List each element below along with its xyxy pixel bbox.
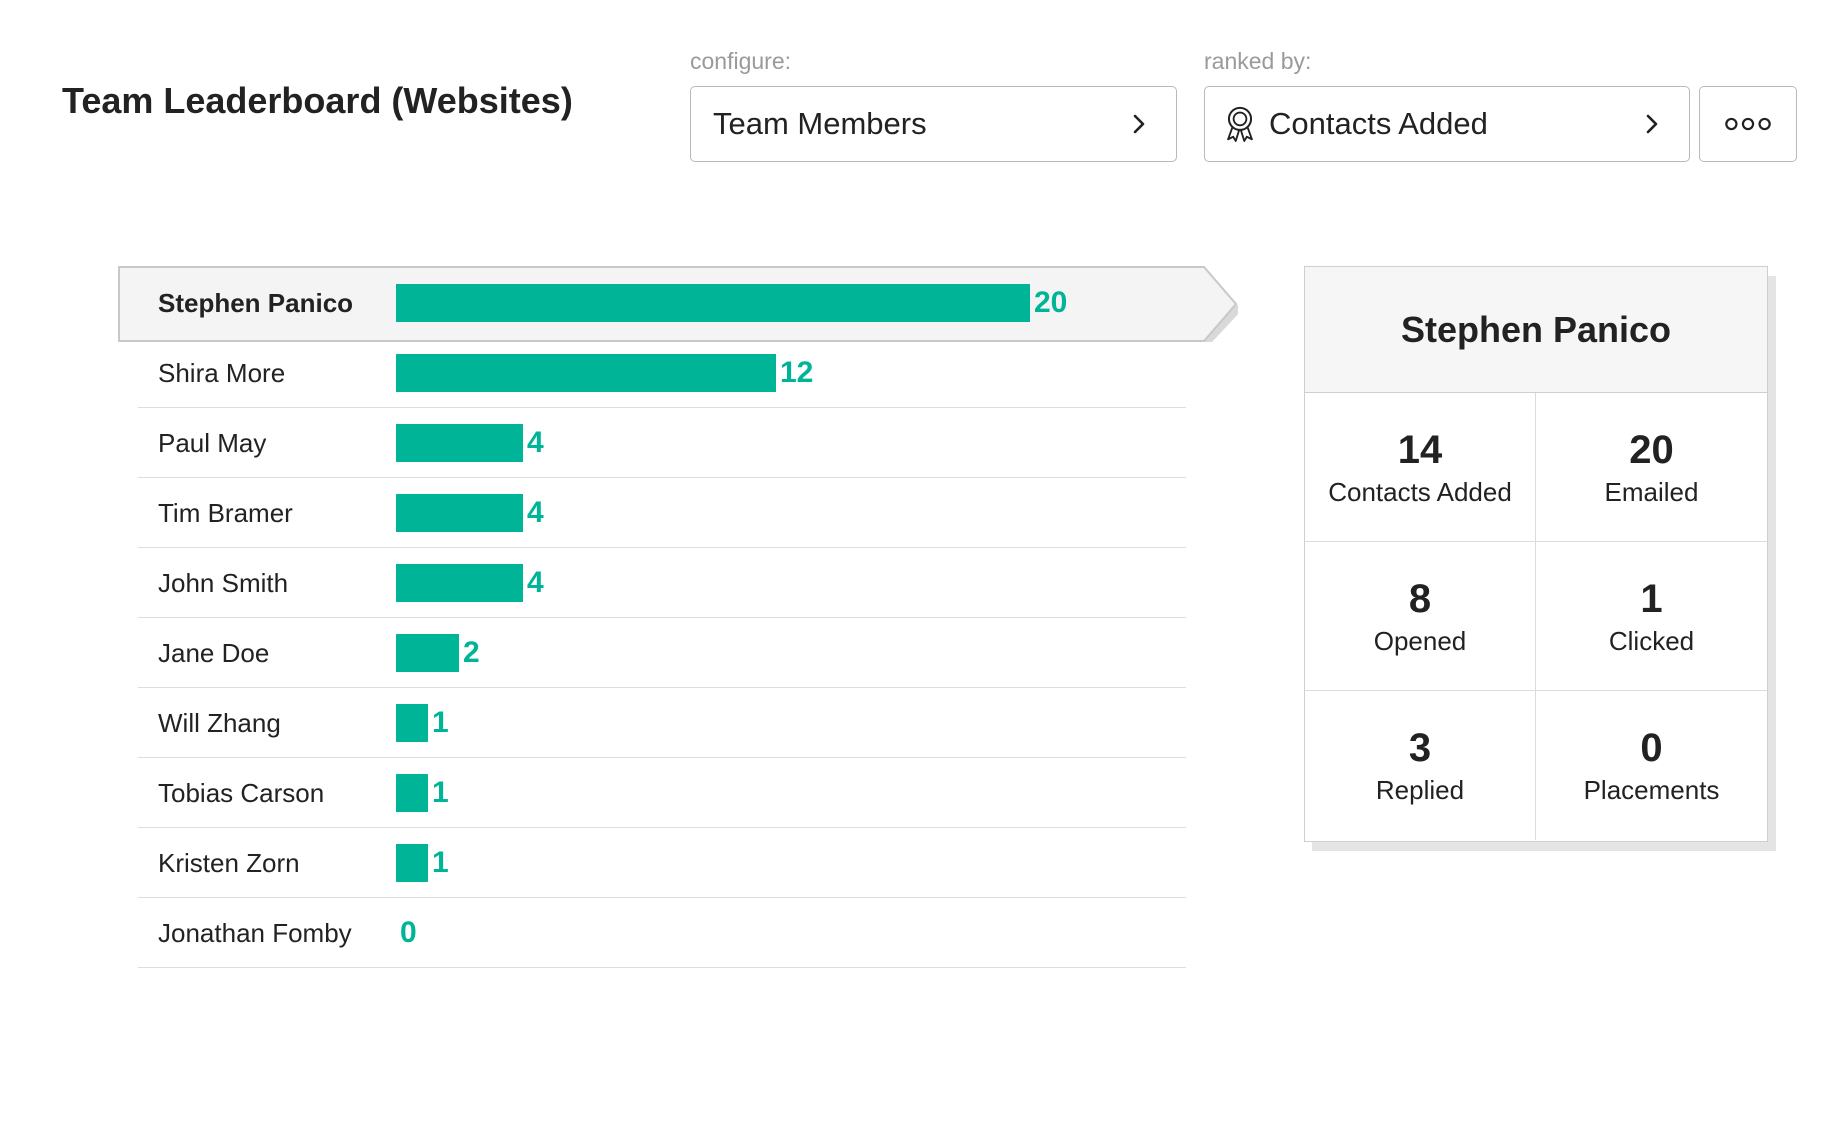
member-name: Tobias Carson — [158, 778, 325, 808]
member-name: Will Zhang — [158, 708, 281, 738]
stat-value: 0 — [1640, 726, 1663, 770]
score-bar — [396, 774, 428, 812]
leaderboard-row[interactable]: Stephen Panico 20 — [138, 268, 1186, 338]
score-value: 4 — [527, 566, 544, 599]
member-detail-card: Stephen Panico 14 Contacts Added 20 Emailed… — [1304, 266, 1768, 842]
score-bar — [396, 284, 1030, 322]
member-name: Jonathan Fomby — [158, 918, 352, 948]
ranked-by-label: ranked by: — [1204, 48, 1312, 74]
leaderboard-row[interactable]: Jonathan Fomby 0 — [138, 898, 1186, 968]
stat-value: 20 — [1629, 427, 1674, 472]
score-bar — [396, 424, 523, 462]
stat-label: Replied — [1375, 775, 1465, 805]
chevron-right-icon — [1133, 114, 1145, 134]
stat-cell: 0 Placements — [1536, 691, 1767, 840]
stat-label: Opened — [1373, 625, 1467, 656]
member-name: Kristen Zorn — [158, 848, 300, 878]
page-title: Team Leaderboard (Websites) — [62, 80, 573, 121]
member-name: Jane Doe — [158, 638, 270, 668]
score-value: 1 — [432, 776, 449, 809]
stat-cell: 8 Opened — [1305, 542, 1536, 691]
member-name: Stephen Panico — [158, 288, 354, 318]
leaderboard-row[interactable]: Shira More 12 — [138, 338, 1186, 408]
chevron-right-icon — [1646, 114, 1658, 134]
configure-label: configure: — [690, 48, 792, 74]
leaderboard-row[interactable]: Tobias Carson 1 — [138, 758, 1186, 828]
member-name: Shira More — [158, 358, 286, 388]
stat-cell: 20 Emailed — [1536, 393, 1767, 542]
stat-cell: 14 Contacts Added — [1305, 393, 1536, 542]
score-bar — [396, 844, 428, 882]
score-value: 1 — [432, 846, 449, 879]
member-name: John Smith — [158, 568, 289, 598]
more-dots-icon — [1725, 117, 1771, 131]
stat-cell: 1 Clicked — [1536, 542, 1767, 691]
leaderboard-row[interactable]: John Smith 4 — [138, 548, 1186, 618]
score-bar — [396, 704, 428, 742]
detail-stats-grid: 14 Contacts Added 20 Emailed 8 Opened 1 Clicked… — [1305, 393, 1767, 840]
leaderboard-row[interactable]: Jane Doe 2 — [138, 618, 1186, 688]
score-value: 0 — [400, 916, 417, 949]
ranked-by-selector[interactable]: Contacts Added — [1204, 86, 1690, 162]
score-bar — [396, 564, 523, 602]
stat-value: 14 — [1397, 427, 1443, 472]
score-bar — [396, 634, 459, 672]
configure-selector[interactable]: Team Members — [690, 86, 1177, 162]
score-value: 2 — [463, 636, 480, 669]
stat-cell: 3 Replied — [1305, 691, 1536, 840]
member-name: Tim Bramer — [158, 498, 293, 528]
stat-value: 8 — [1408, 576, 1432, 621]
leaderboard-row[interactable]: Paul May 4 — [138, 408, 1186, 478]
leaderboard-row[interactable]: Tim Bramer 4 — [138, 478, 1186, 548]
stat-label: Contacts Added — [1328, 476, 1512, 507]
score-value: 20 — [1034, 286, 1068, 319]
leaderboard-row[interactable]: Kristen Zorn 1 — [138, 828, 1186, 898]
score-value: 1 — [432, 706, 449, 739]
stat-label: Placements — [1583, 775, 1720, 805]
score-bar — [396, 494, 523, 532]
score-value: 4 — [527, 496, 544, 529]
stat-value: 3 — [1408, 726, 1432, 770]
stat-label: Clicked — [1608, 625, 1695, 656]
score-value: 4 — [527, 426, 544, 459]
score-bar — [396, 354, 776, 392]
configure-selector-text: Team Members — [713, 106, 927, 141]
leaderboard-row[interactable]: Will Zhang 1 — [138, 688, 1186, 758]
award-ribbon-icon — [1227, 106, 1253, 142]
ranked-by-selector-text: Contacts Added — [1269, 106, 1488, 141]
member-name: Paul May — [158, 428, 267, 458]
score-value: 12 — [780, 356, 814, 389]
stat-value: 1 — [1640, 576, 1663, 621]
detail-name: Stephen Panico — [1305, 267, 1767, 393]
stat-label: Emailed — [1604, 476, 1699, 507]
more-options-button[interactable] — [1699, 86, 1797, 162]
